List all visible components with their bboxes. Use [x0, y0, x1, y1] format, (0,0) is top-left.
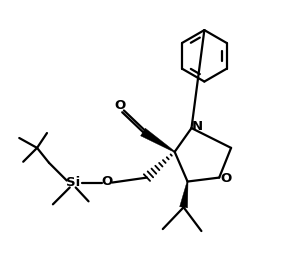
Text: O: O — [220, 172, 232, 185]
Text: O: O — [102, 175, 113, 188]
Text: N: N — [192, 120, 203, 133]
Text: Si: Si — [66, 176, 80, 189]
Polygon shape — [180, 181, 188, 208]
Text: O: O — [115, 99, 126, 112]
Polygon shape — [141, 128, 175, 152]
